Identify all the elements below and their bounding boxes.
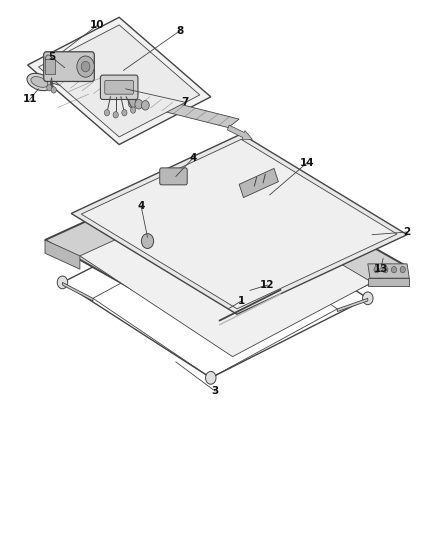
Circle shape <box>46 55 51 62</box>
Circle shape <box>214 197 224 209</box>
Polygon shape <box>80 192 371 357</box>
Ellipse shape <box>31 77 48 87</box>
Polygon shape <box>62 282 93 301</box>
Circle shape <box>399 266 404 273</box>
Text: 11: 11 <box>22 94 37 104</box>
FancyBboxPatch shape <box>105 80 133 94</box>
Text: 3: 3 <box>211 386 218 396</box>
Text: 1: 1 <box>237 296 244 306</box>
Circle shape <box>141 101 149 110</box>
FancyBboxPatch shape <box>159 168 187 185</box>
Polygon shape <box>39 71 239 127</box>
Polygon shape <box>39 25 199 137</box>
Text: 7: 7 <box>180 97 188 107</box>
Text: 12: 12 <box>260 280 274 290</box>
Circle shape <box>373 266 378 273</box>
Polygon shape <box>239 168 278 198</box>
Polygon shape <box>367 264 408 278</box>
Circle shape <box>130 107 135 114</box>
Text: 8: 8 <box>176 26 184 36</box>
Polygon shape <box>71 134 406 314</box>
Polygon shape <box>367 278 408 286</box>
Polygon shape <box>28 17 210 144</box>
Text: 4: 4 <box>137 200 145 211</box>
Polygon shape <box>45 240 80 269</box>
FancyBboxPatch shape <box>100 75 138 100</box>
Text: 5: 5 <box>48 52 55 62</box>
Polygon shape <box>45 160 406 346</box>
Ellipse shape <box>27 74 52 91</box>
Text: 14: 14 <box>299 158 313 168</box>
FancyBboxPatch shape <box>46 59 55 74</box>
Polygon shape <box>336 298 367 312</box>
Circle shape <box>113 112 118 118</box>
Text: 4: 4 <box>189 153 197 163</box>
Circle shape <box>81 61 90 72</box>
Circle shape <box>47 85 52 91</box>
Text: 2: 2 <box>403 227 410 237</box>
Circle shape <box>205 372 215 384</box>
Circle shape <box>134 100 142 109</box>
Circle shape <box>362 292 372 305</box>
Circle shape <box>141 233 153 248</box>
Text: 10: 10 <box>90 20 104 30</box>
Circle shape <box>51 87 56 93</box>
Circle shape <box>77 56 94 77</box>
Circle shape <box>104 110 110 116</box>
FancyArrow shape <box>227 125 252 140</box>
Circle shape <box>121 110 127 116</box>
Circle shape <box>57 276 67 289</box>
Circle shape <box>128 99 136 108</box>
Text: 13: 13 <box>373 264 387 274</box>
Circle shape <box>382 266 387 273</box>
Circle shape <box>391 266 396 273</box>
FancyBboxPatch shape <box>44 52 94 82</box>
Polygon shape <box>81 139 396 309</box>
